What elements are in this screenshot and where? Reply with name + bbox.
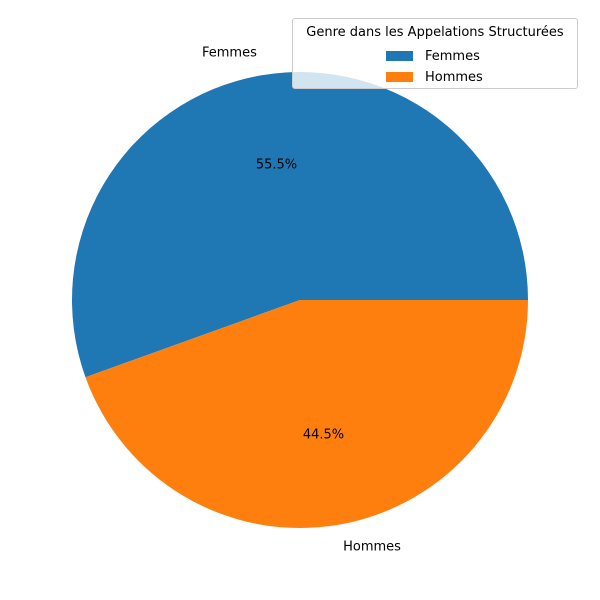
- percent-label-femmes: 55.5%: [256, 158, 297, 173]
- legend-item-hommes: Hommes: [386, 69, 483, 85]
- legend-swatch-hommes: [386, 72, 413, 82]
- category-label-hommes: Hommes: [343, 540, 401, 555]
- category-label-femmes: Femmes: [202, 45, 257, 60]
- pie-labels: Femmes 55.5% Hommes 44.5%: [202, 45, 401, 554]
- legend-label-femmes: Femmes: [425, 48, 480, 64]
- pie-slice-femmes: [72, 72, 528, 378]
- legend-title: Genre dans les Appelations Structurées: [306, 25, 564, 40]
- percent-label-hommes: 44.5%: [303, 427, 344, 442]
- pie-slice-hommes: [85, 300, 528, 528]
- legend-label-hommes: Hommes: [425, 69, 483, 85]
- legend-swatch-femmes: [386, 51, 413, 61]
- legend-item-femmes: Femmes: [386, 48, 480, 64]
- pie-slices: [72, 72, 528, 528]
- legend: Genre dans les Appelations Structurées F…: [292, 18, 578, 89]
